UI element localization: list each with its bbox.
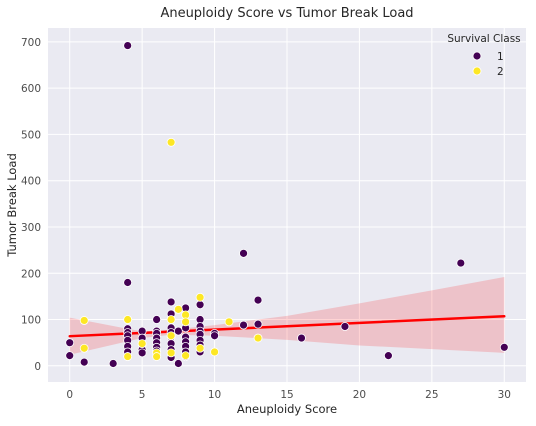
point-class-1 xyxy=(210,331,219,341)
point-class-1 xyxy=(253,295,263,305)
point-class-2 xyxy=(166,348,176,358)
point-class-2 xyxy=(166,331,176,341)
point-class-1 xyxy=(137,348,147,358)
legend: Survival Class 1 2 xyxy=(447,33,520,78)
point-class-2 xyxy=(79,343,89,353)
point-class-2 xyxy=(152,352,162,361)
point-class-1 xyxy=(123,278,133,287)
legend-marker-1 xyxy=(472,51,482,61)
point-class-2 xyxy=(210,347,219,357)
point-class-1 xyxy=(383,351,393,361)
point-class-1 xyxy=(239,248,248,258)
y-tick-label: 700 xyxy=(21,37,41,49)
point-class-2 xyxy=(123,315,133,324)
point-class-1 xyxy=(297,333,306,343)
point-class-2 xyxy=(166,137,176,147)
point-class-1 xyxy=(65,351,75,361)
point-class-1 xyxy=(173,359,183,368)
point-class-2 xyxy=(173,304,183,314)
point-class-1 xyxy=(65,338,75,348)
x-tick-label: 15 xyxy=(280,389,293,401)
y-tick-label: 500 xyxy=(21,129,41,141)
point-class-1 xyxy=(253,319,263,329)
x-tick-label: 5 xyxy=(139,389,146,401)
y-axis-label: Tumor Break Load xyxy=(5,153,19,258)
point-class-2 xyxy=(181,317,191,327)
point-class-2 xyxy=(181,351,191,361)
y-tick-label: 200 xyxy=(21,268,41,280)
legend-marker-2 xyxy=(472,66,482,76)
x-tick-label: 25 xyxy=(425,389,438,401)
point-class-2 xyxy=(253,333,263,343)
point-class-1 xyxy=(123,41,133,50)
point-class-1 xyxy=(456,258,466,268)
x-tick-label: 20 xyxy=(353,389,366,401)
point-class-2 xyxy=(224,317,234,327)
y-tick-label: 600 xyxy=(21,83,41,95)
point-class-1 xyxy=(152,315,162,324)
y-tick-labels: 0 100 200 300 400 500 600 700 xyxy=(21,37,41,373)
point-class-1 xyxy=(79,357,89,367)
point-class-2 xyxy=(195,343,205,353)
x-tick-labels: 0 5 10 15 20 25 30 xyxy=(66,389,511,401)
point-class-2 xyxy=(79,316,89,325)
point-class-2 xyxy=(137,339,147,348)
legend-label-2: 2 xyxy=(497,66,504,78)
x-tick-label: 0 xyxy=(66,389,73,401)
y-tick-label: 300 xyxy=(21,222,41,234)
point-class-1 xyxy=(173,326,183,336)
points-layer xyxy=(65,41,509,368)
point-class-1 xyxy=(108,359,118,368)
chart-title: Aneuploidy Score vs Tumor Break Load xyxy=(160,6,413,21)
y-tick-label: 400 xyxy=(21,176,41,188)
x-axis-label: Aneuploidy Score xyxy=(237,402,337,416)
x-tick-label: 10 xyxy=(208,389,221,401)
confidence-band-layer xyxy=(69,276,505,355)
point-class-2 xyxy=(166,315,176,324)
confidence-band xyxy=(69,276,505,355)
legend-title: Survival Class xyxy=(447,33,520,45)
point-class-1 xyxy=(239,320,248,330)
x-tick-label: 30 xyxy=(498,389,511,401)
legend-label-1: 1 xyxy=(497,51,504,63)
y-tick-label: 100 xyxy=(21,315,41,327)
point-class-2 xyxy=(195,292,205,302)
point-class-1 xyxy=(499,342,509,352)
point-class-1 xyxy=(166,297,176,307)
y-tick-label: 0 xyxy=(34,361,41,373)
point-class-2 xyxy=(123,352,133,361)
point-class-1 xyxy=(195,300,205,310)
point-class-1 xyxy=(340,322,350,331)
